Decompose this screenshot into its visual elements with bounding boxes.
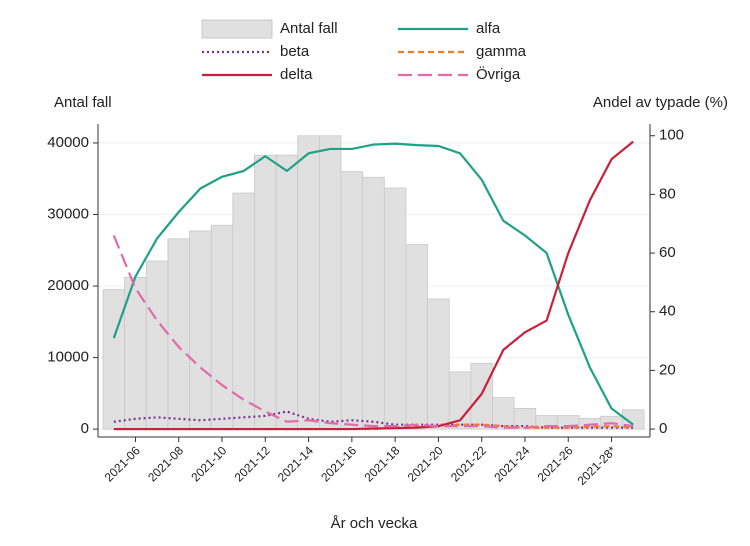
bar [102,289,126,430]
legend-label: Övriga [476,65,521,83]
bar [275,154,299,430]
bar [492,397,515,430]
x-tick-label: 2021-12 [232,443,273,484]
legend-label: Antal fall [280,20,338,37]
x-tick-label: 2021-08 [145,443,186,484]
legend-label: gamma [476,43,527,60]
line-series [113,140,634,431]
bar [383,187,407,430]
bar [210,224,234,430]
line-series [112,142,634,426]
bar [189,230,212,430]
y2-tick-label: 80 [659,185,676,202]
x-tick-label: 2021-18 [361,443,402,484]
bar [405,244,428,430]
y2-tick-label: 40 [659,303,676,320]
x-tick-label: 2021-28* [575,443,620,488]
bar [145,260,169,430]
x-tick-label: 2021-16 [318,443,359,484]
bar [470,362,493,430]
y-axis-title: Antal fall [54,94,112,111]
x-tick-label: 2021-22 [448,443,489,484]
bar [254,154,277,430]
x-tick-label: 2021-26 [535,443,576,484]
bar [318,135,342,430]
y2-tick-label: 20 [659,361,676,378]
x-tick-label: 2021-10 [188,443,229,484]
line-series [113,423,634,431]
y2-tick-label: 100 [659,127,684,144]
x-tick-label: 2021-06 [102,443,143,484]
bar [167,238,190,430]
legend-swatch [201,19,273,39]
bar [427,298,450,430]
x-tick-label: 2021-24 [491,443,532,484]
y2-tick-label: 0 [659,420,667,437]
bar [297,135,320,430]
x-tick-label: 2021-20 [405,443,446,484]
legend-label: delta [280,66,313,83]
x-tick-label: 2021-14 [275,443,316,484]
y2-axis-title: Andel av typade (%) [593,94,728,111]
legend-label: alfa [476,20,501,37]
y2-tick-label: 60 [659,244,676,261]
y-tick-label: 10000 [47,349,89,366]
bar [362,176,385,430]
y-tick-label: 0 [81,420,89,437]
y-tick-label: 20000 [47,277,89,294]
line-series [112,235,634,429]
x-axis-title: År och vecka [331,515,418,532]
legend-label: beta [280,43,310,60]
bar [621,409,645,430]
y-tick-label: 40000 [47,134,89,151]
y-tick-label: 30000 [47,205,89,222]
bar [340,171,364,430]
